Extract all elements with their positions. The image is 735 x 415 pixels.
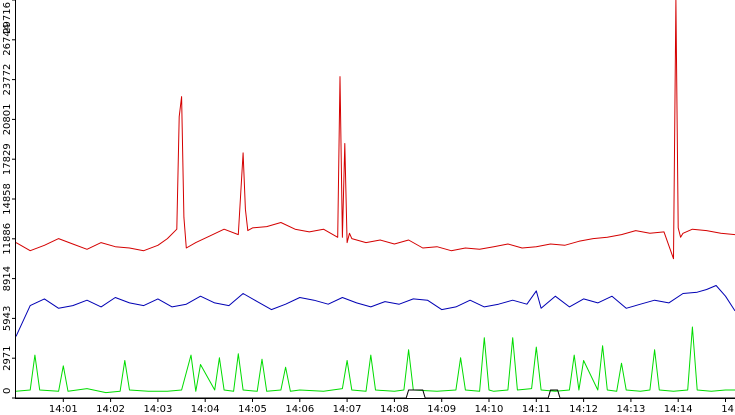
y-tick-label: 14858: [2, 183, 13, 215]
series-line-3: [15, 326, 735, 394]
x-tick-label: 14:08: [380, 404, 409, 415]
y-tick-label: 26744: [2, 24, 13, 56]
x-tick-label: 14:13: [616, 404, 645, 415]
y-tick-label: 5943: [2, 306, 13, 331]
x-tick-label: 14:12: [569, 404, 598, 415]
x-tick-label: 14:11: [522, 404, 551, 415]
y-tick-label: 0: [2, 388, 13, 394]
y-tick-label: 20801: [2, 103, 13, 135]
x-tick-label: 14:10: [475, 404, 504, 415]
series-layer: [15, 0, 735, 399]
y-tick-label: 23772: [2, 64, 13, 96]
x-tick-label: 14:04: [191, 404, 220, 415]
y-tick-label: 8914: [2, 266, 13, 291]
y-tick-label: 17829: [2, 143, 13, 175]
x-tick-layer: 14:01 14:02 14:03 14:04 14:05 14:06 14:07 14:08…: [49, 398, 734, 415]
x-tick-label: 14:02: [96, 404, 125, 415]
y-tick-label: 11886: [2, 223, 13, 255]
x-tick-label: 14:05: [238, 404, 267, 415]
x-tick-label: 14:14: [664, 404, 693, 415]
x-tick-label: 14:03: [143, 404, 172, 415]
x-tick-label: 14:09: [427, 404, 456, 415]
x-tick-label: 14: [721, 404, 734, 415]
x-tick-label: 14:06: [285, 404, 314, 415]
series-line-2: [15, 285, 735, 337]
y-tick-label: 29716: [2, 2, 13, 34]
series-line-1: [15, 0, 735, 260]
y-tick-layer: 0 2971 5943 8914 11886 14858 17829 20801 23772 26…: [2, 0, 16, 399]
y-tick-label: 2971: [2, 345, 13, 370]
x-tick-label: 14:01: [49, 404, 78, 415]
x-tick-label: 14:07: [333, 404, 362, 415]
